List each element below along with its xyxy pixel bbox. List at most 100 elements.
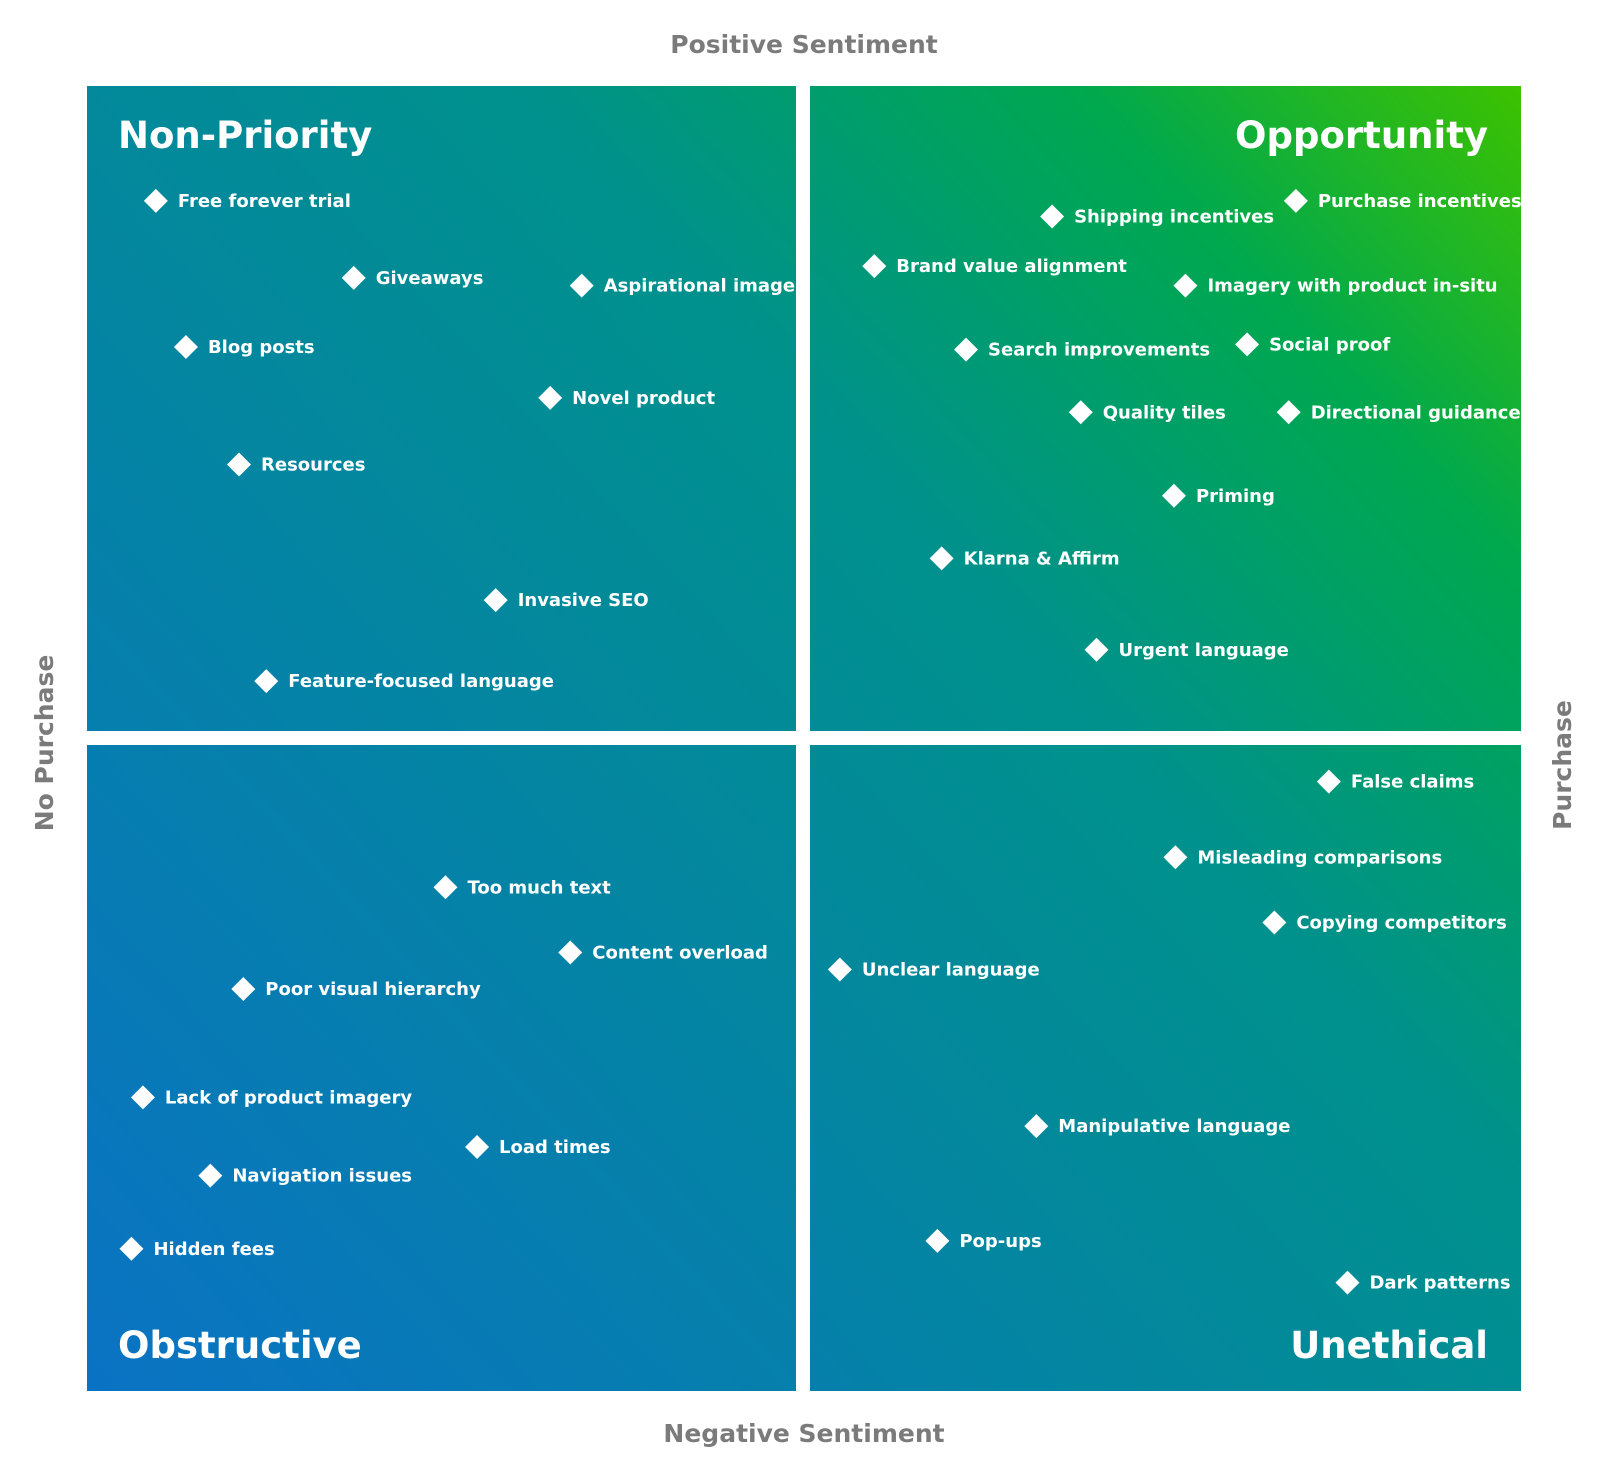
point-label: Quality tiles — [1103, 402, 1226, 423]
point-label: Social proof — [1269, 334, 1390, 355]
point-marker — [954, 337, 979, 362]
data-point-content-overload: Content overload — [558, 940, 768, 965]
point-marker — [827, 957, 852, 982]
point-label: Manipulative language — [1058, 1116, 1290, 1137]
quadrant-obstructive — [87, 745, 796, 1391]
point-label: Resources — [261, 454, 365, 475]
point-marker — [929, 546, 954, 571]
point-label: Brand value alignment — [896, 256, 1127, 277]
point-label: Dark patterns — [1369, 1273, 1510, 1294]
point-label: Feature-focused language — [288, 671, 554, 692]
data-point-urgent-language: Urgent language — [1084, 637, 1289, 662]
data-point-quality-tiles: Quality tiles — [1068, 400, 1226, 425]
data-point-too-much-text: Too much text — [433, 875, 611, 900]
point-marker — [227, 452, 252, 477]
data-point-shipping-incentives: Shipping incentives — [1040, 204, 1274, 229]
quadrant-title-unethical: Unethical — [1290, 1324, 1488, 1367]
data-point-social-proof: Social proof — [1235, 332, 1390, 357]
quadrant-opportunity — [810, 86, 1521, 731]
point-label: Navigation issues — [232, 1166, 412, 1187]
point-label: Urgent language — [1119, 640, 1289, 661]
data-point-load-times: Load times — [465, 1134, 611, 1159]
point-label: Misleading comparisons — [1197, 847, 1442, 868]
data-point-dark-patterns: Dark patterns — [1335, 1270, 1511, 1295]
point-label: Search improvements — [988, 340, 1210, 361]
data-point-false-claims: False claims — [1316, 769, 1474, 794]
point-marker — [254, 669, 279, 694]
data-point-search-improvements: Search improvements — [954, 337, 1210, 362]
data-point-brand-value-alignment: Brand value alignment — [862, 254, 1127, 279]
quadrant-title-non-priority: Non-Priority — [118, 114, 372, 157]
point-label: Load times — [499, 1137, 611, 1158]
point-marker — [198, 1163, 223, 1188]
data-point-feature-focused-language: Feature-focused language — [254, 669, 554, 694]
data-point-purchase-incentives: Purchase incentives — [1283, 188, 1522, 213]
data-point-novel-product: Novel product — [538, 385, 715, 410]
point-label: Unclear language — [862, 959, 1040, 980]
data-point-aspirational-images: Aspirational images — [569, 273, 806, 298]
axis-label-top: Positive Sentiment — [670, 30, 938, 59]
data-point-manipulative-language: Manipulative language — [1024, 1114, 1290, 1139]
point-marker — [1335, 1270, 1360, 1295]
axis-label-right: Purchase — [1548, 700, 1577, 830]
point-label: Directional guidance — [1311, 402, 1521, 423]
point-label: Poor visual hierarchy — [265, 979, 481, 1000]
point-label: Invasive SEO — [518, 590, 649, 611]
point-label: Imagery with product in-situ — [1207, 276, 1497, 297]
data-point-giveaways: Giveaways — [341, 265, 484, 290]
data-point-resources: Resources — [227, 452, 365, 477]
point-marker — [130, 1085, 155, 1110]
point-marker — [119, 1236, 144, 1261]
point-label: Klarna & Affirm — [964, 548, 1120, 569]
data-point-navigation-issues: Navigation issues — [198, 1163, 412, 1188]
point-marker — [433, 875, 458, 900]
point-marker — [231, 977, 256, 1002]
quadrant-title-opportunity: Opportunity — [1235, 114, 1488, 157]
point-marker — [465, 1134, 490, 1159]
data-point-lack-of-product-imagery: Lack of product imagery — [130, 1085, 412, 1110]
data-point-unclear-language: Unclear language — [827, 957, 1040, 982]
data-point-pop-ups: Pop-ups — [925, 1228, 1042, 1253]
point-label: Giveaways — [376, 268, 484, 289]
data-point-hidden-fees: Hidden fees — [119, 1236, 275, 1261]
data-points: Free forever trial Giveaways Aspirational … — [119, 188, 1522, 1295]
point-marker — [143, 188, 168, 213]
point-marker — [173, 335, 198, 359]
point-label: Priming — [1196, 486, 1275, 507]
point-label: Pop-ups — [959, 1231, 1041, 1252]
data-point-directional-guidance: Directional guidance — [1276, 400, 1521, 425]
point-marker — [1316, 769, 1341, 794]
point-marker — [1068, 400, 1093, 425]
point-marker — [1276, 400, 1301, 425]
point-marker — [1024, 1114, 1049, 1139]
point-marker — [1161, 483, 1186, 508]
quadrant-unethical — [810, 745, 1521, 1391]
point-marker — [1283, 188, 1308, 213]
axis-label-bottom: Negative Sentiment — [663, 1419, 944, 1448]
point-marker — [1084, 637, 1109, 662]
quadrant-non-priority — [87, 86, 796, 731]
point-label: Content overload — [592, 943, 768, 964]
point-label: Hidden fees — [153, 1239, 274, 1260]
data-point-misleading-comparisons: Misleading comparisons — [1163, 845, 1442, 870]
point-label: Aspirational images — [604, 276, 806, 297]
point-label: Shipping incentives — [1074, 207, 1274, 228]
point-marker — [1173, 273, 1198, 298]
data-point-klarna-affirm: Klarna & Affirm — [929, 546, 1120, 571]
point-marker — [558, 940, 583, 965]
point-label: Copying competitors — [1296, 913, 1507, 934]
data-point-priming: Priming — [1161, 483, 1275, 508]
point-label: Free forever trial — [178, 191, 351, 212]
axis-label-left: No Purchase — [30, 655, 59, 832]
point-marker — [1235, 332, 1260, 357]
point-label: Blog posts — [208, 337, 315, 358]
data-point-blog-posts: Blog posts — [173, 335, 315, 359]
point-label: Novel product — [572, 388, 715, 409]
point-marker — [1040, 204, 1065, 229]
point-marker — [569, 273, 594, 298]
data-point-imagery-with-product-in-situ: Imagery with product in-situ — [1173, 273, 1498, 298]
quadrant-title-obstructive: Obstructive — [118, 1324, 362, 1367]
data-point-copying-competitors: Copying competitors — [1262, 910, 1507, 935]
point-marker — [925, 1228, 950, 1253]
